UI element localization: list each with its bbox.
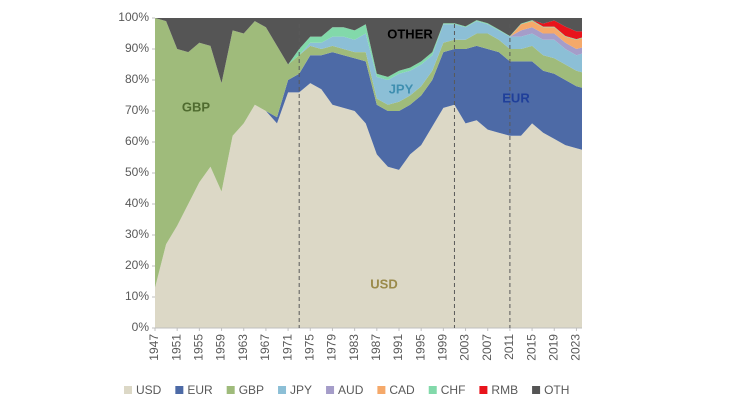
y-tick-label: 60% — [125, 134, 149, 148]
y-tick-label: 90% — [125, 41, 149, 55]
x-tick-label: 1947 — [147, 334, 161, 361]
x-tick-label: 2007 — [480, 334, 494, 361]
y-tick-label: 80% — [125, 72, 149, 86]
x-tick-label: 1967 — [258, 334, 272, 361]
x-tick-label: 2015 — [524, 334, 538, 361]
annotation: OTHER — [387, 26, 433, 41]
legend-label: CHF — [441, 383, 466, 397]
x-tick-label: 1975 — [302, 334, 316, 361]
x-tick-label: 1959 — [214, 334, 228, 361]
legend-label: GBP — [239, 383, 264, 397]
x-tick-label: 2011 — [502, 334, 516, 360]
legend-swatch — [124, 386, 132, 394]
legend-label: AUD — [338, 383, 364, 397]
y-tick-label: 50% — [125, 165, 149, 179]
annotation: USD — [370, 276, 397, 291]
area — [155, 18, 582, 288]
legend-swatch — [532, 386, 541, 394]
y-tick-label: 30% — [125, 227, 149, 241]
legend-swatch — [428, 386, 437, 394]
annotation: GBP — [182, 99, 211, 114]
area — [155, 18, 582, 84]
annotation: JPY — [389, 81, 414, 96]
x-tick-label: 1951 — [169, 334, 183, 361]
area — [155, 18, 582, 84]
x-tick-label: 1987 — [369, 334, 383, 361]
legend-swatch — [175, 386, 184, 394]
x-tick-label: 1995 — [413, 334, 427, 361]
y-tick-label: 20% — [125, 258, 149, 272]
legend-label: CAD — [389, 383, 415, 397]
legend-swatch — [377, 386, 386, 394]
y-tick-label: 70% — [125, 103, 149, 117]
legend-label: RMB — [491, 383, 518, 397]
annotation: EUR — [502, 90, 530, 105]
legend-label: EUR — [187, 383, 213, 397]
legend-swatch — [326, 386, 335, 394]
x-tick-label: 2019 — [546, 334, 560, 361]
y-tick-label: 10% — [125, 289, 149, 303]
y-tick-label: 100% — [118, 10, 149, 24]
x-tick-label: 1991 — [391, 334, 405, 361]
legend-label: JPY — [290, 383, 312, 397]
x-tick-label: 1963 — [236, 334, 250, 361]
area — [155, 83, 582, 328]
area — [155, 45, 582, 288]
y-tick-label: 0% — [132, 320, 150, 334]
area — [155, 18, 582, 105]
legend-swatch — [479, 386, 488, 394]
x-tick-label: 2023 — [569, 334, 583, 361]
x-tick-label: 1979 — [325, 334, 339, 361]
legend-label: USD — [136, 383, 162, 397]
x-tick-label: 1999 — [436, 334, 450, 361]
legend-swatch — [226, 386, 235, 394]
legend-label: OTH — [544, 383, 569, 397]
x-tick-label: 1983 — [347, 334, 361, 361]
legend-swatch — [278, 386, 287, 394]
x-tick-label: 1971 — [280, 334, 294, 361]
x-tick-label: 1955 — [192, 334, 206, 361]
y-tick-label: 40% — [125, 196, 149, 210]
x-tick-label: 2003 — [458, 334, 472, 361]
